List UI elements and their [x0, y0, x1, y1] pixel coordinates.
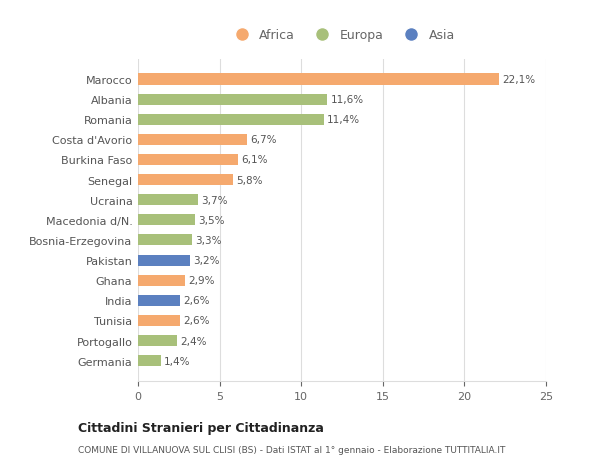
Bar: [138, 114, 324, 125]
Bar: [138, 95, 328, 106]
Bar: [138, 235, 192, 246]
Bar: [138, 134, 247, 146]
Text: 11,4%: 11,4%: [328, 115, 361, 125]
Bar: [138, 295, 181, 306]
Bar: [138, 355, 161, 366]
Bar: [138, 155, 238, 166]
Text: 3,7%: 3,7%: [202, 195, 228, 205]
Text: 2,6%: 2,6%: [184, 296, 210, 306]
Text: 2,9%: 2,9%: [188, 275, 215, 285]
Text: 3,3%: 3,3%: [195, 235, 221, 246]
Bar: [138, 195, 199, 206]
Bar: [138, 255, 190, 266]
Text: 2,4%: 2,4%: [181, 336, 207, 346]
Text: 1,4%: 1,4%: [164, 356, 191, 366]
Text: Cittadini Stranieri per Cittadinanza: Cittadini Stranieri per Cittadinanza: [78, 421, 324, 434]
Text: 22,1%: 22,1%: [502, 75, 535, 85]
Text: 6,7%: 6,7%: [251, 135, 277, 145]
Text: COMUNE DI VILLANUOVA SUL CLISI (BS) - Dati ISTAT al 1° gennaio - Elaborazione TU: COMUNE DI VILLANUOVA SUL CLISI (BS) - Da…: [78, 445, 505, 454]
Text: 3,5%: 3,5%: [199, 215, 225, 225]
Text: 3,2%: 3,2%: [193, 256, 220, 265]
Bar: [138, 215, 195, 226]
Bar: [138, 315, 181, 326]
Text: 2,6%: 2,6%: [184, 316, 210, 326]
Bar: [138, 275, 185, 286]
Legend: Africa, Europa, Asia: Africa, Europa, Asia: [224, 24, 460, 47]
Bar: [138, 174, 233, 186]
Bar: [138, 335, 177, 346]
Text: 5,8%: 5,8%: [236, 175, 262, 185]
Text: 11,6%: 11,6%: [331, 95, 364, 105]
Bar: [138, 74, 499, 85]
Text: 6,1%: 6,1%: [241, 155, 268, 165]
